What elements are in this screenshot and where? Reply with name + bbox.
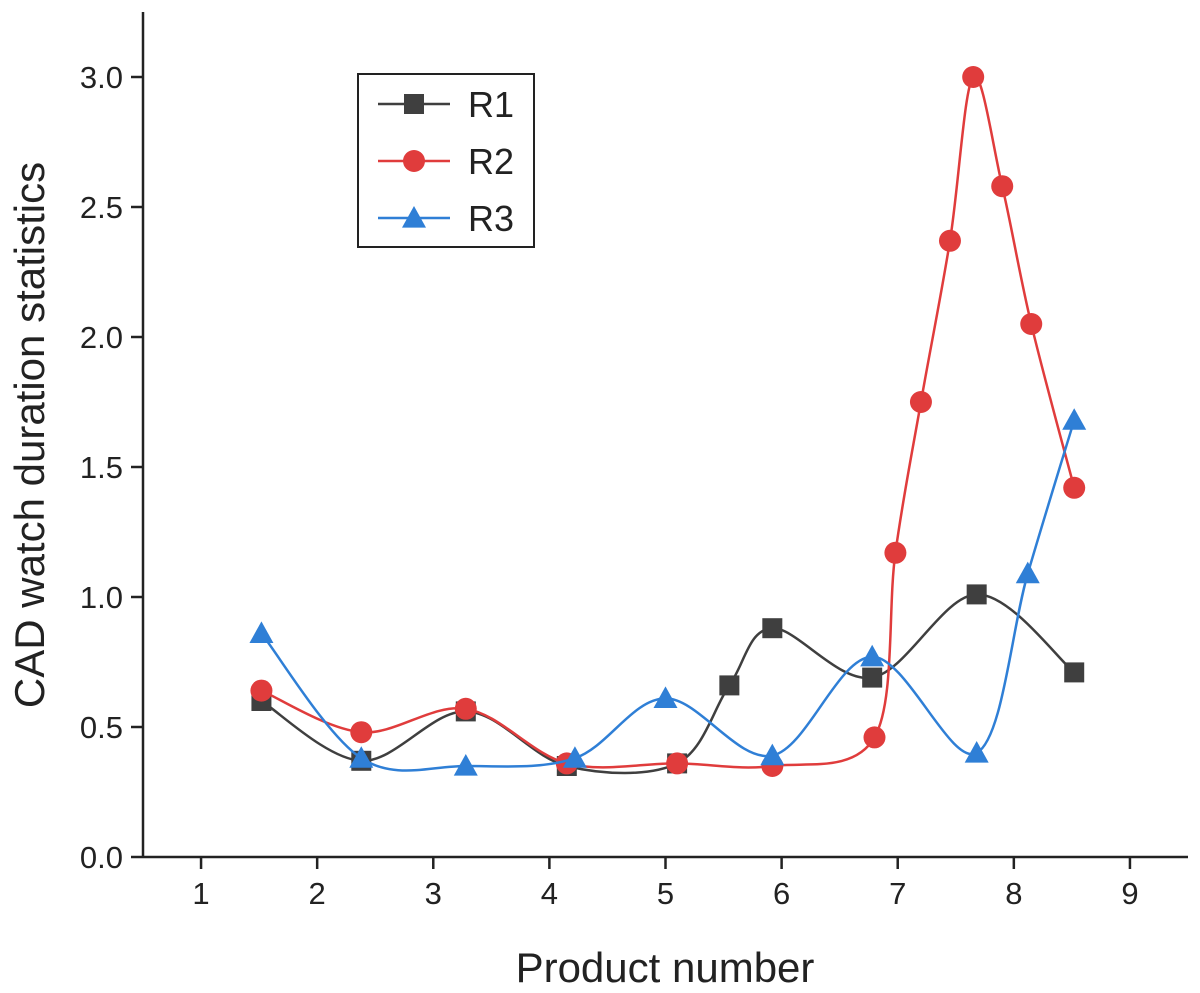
x-axis-title: Product number xyxy=(516,944,815,991)
data-point-r2 xyxy=(863,726,886,749)
legend-item-r2: R2 xyxy=(378,141,514,182)
x-tick-label: 2 xyxy=(309,876,326,911)
x-ticks: 1 2 3 4 5 6 7 8 9 xyxy=(192,857,1139,911)
data-point-r2 xyxy=(1020,313,1043,335)
legend-label-r2: R2 xyxy=(468,141,514,182)
x-tick-label: 3 xyxy=(425,876,442,911)
data-point-r1 xyxy=(862,667,883,688)
data-point-r3 xyxy=(653,686,678,708)
data-point-r1 xyxy=(1064,662,1085,683)
x-tick-label: 7 xyxy=(889,876,906,911)
legend-marker-r2 xyxy=(403,150,425,172)
data-point-r2 xyxy=(909,391,932,413)
data-point-r2 xyxy=(962,66,985,88)
data-point-r3 xyxy=(562,746,587,768)
data-point-r2 xyxy=(1063,476,1086,499)
data-point-r2 xyxy=(250,679,273,702)
data-point-r2 xyxy=(938,229,961,252)
data-point-r3 xyxy=(453,754,478,776)
data-point-r1 xyxy=(966,584,987,605)
data-point-r1 xyxy=(719,675,740,696)
y-tick-label: 2.0 xyxy=(80,320,123,355)
x-tick-label: 4 xyxy=(541,876,558,911)
data-point-r2 xyxy=(350,721,373,744)
y-tick-label: 0.5 xyxy=(80,710,123,745)
data-point-r3 xyxy=(1015,561,1040,584)
x-tick-label: 5 xyxy=(657,876,674,911)
legend-marker-r1 xyxy=(404,94,424,114)
data-point-r2 xyxy=(454,697,477,720)
series-r3 xyxy=(249,408,1087,776)
legend-item-r1: R1 xyxy=(378,84,514,125)
legend-item-r3: R3 xyxy=(378,198,514,239)
legend-label-r1: R1 xyxy=(468,84,514,125)
y-tick-label: 2.5 xyxy=(80,190,123,225)
data-point-r3 xyxy=(860,644,885,667)
x-tick-label: 6 xyxy=(773,876,790,911)
data-point-r1 xyxy=(762,618,783,639)
data-point-r2 xyxy=(666,752,689,775)
series-line-r3 xyxy=(260,419,1076,772)
data-point-r2 xyxy=(884,541,907,564)
y-ticks: 0.0 0.5 1.0 1.5 2.0 2.5 3.0 xyxy=(80,60,143,875)
data-point-r3 xyxy=(249,621,274,643)
x-tick-label: 1 xyxy=(192,876,209,911)
x-tick-label: 8 xyxy=(1005,876,1022,911)
series-r2 xyxy=(250,66,1086,777)
data-point-r2 xyxy=(991,175,1014,198)
legend-items: R1 R2 R3 xyxy=(378,84,514,239)
data-point-r3 xyxy=(1062,408,1087,430)
series-line-r1 xyxy=(260,593,1076,775)
y-tick-label: 0.0 xyxy=(80,840,123,875)
y-axis-title: CAD watch duration statistics xyxy=(6,162,53,708)
data-point-r3 xyxy=(964,741,989,763)
x-tick-label: 9 xyxy=(1121,876,1138,911)
legend: R1 R2 R3 xyxy=(357,73,535,248)
y-tick-label: 1.5 xyxy=(80,450,123,485)
legend-marker-r3 xyxy=(402,206,426,228)
data-point-r3 xyxy=(349,746,374,768)
y-tick-label: 1.0 xyxy=(80,580,123,615)
series-layer xyxy=(249,66,1087,777)
data-point-r3 xyxy=(760,743,785,766)
y-tick-label: 3.0 xyxy=(80,60,123,95)
legend-label-r3: R3 xyxy=(468,198,514,239)
